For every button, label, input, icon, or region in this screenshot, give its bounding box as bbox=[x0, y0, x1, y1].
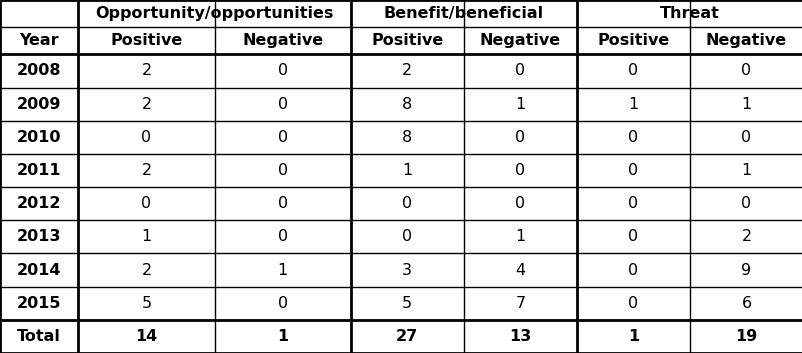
Text: 0: 0 bbox=[627, 130, 638, 145]
Text: 1: 1 bbox=[740, 97, 751, 112]
Text: 0: 0 bbox=[627, 229, 638, 244]
Text: 3: 3 bbox=[402, 263, 411, 277]
Text: 9: 9 bbox=[740, 263, 751, 277]
Text: 0: 0 bbox=[627, 196, 638, 211]
Text: 0: 0 bbox=[627, 263, 638, 277]
Text: Positive: Positive bbox=[371, 33, 443, 48]
Text: 0: 0 bbox=[141, 130, 152, 145]
Text: 0: 0 bbox=[277, 163, 287, 178]
Text: Negative: Negative bbox=[241, 33, 323, 48]
Text: 1: 1 bbox=[277, 263, 287, 277]
Text: 1: 1 bbox=[277, 329, 288, 344]
Text: 2015: 2015 bbox=[17, 296, 61, 311]
Text: 1: 1 bbox=[740, 163, 751, 178]
Text: Positive: Positive bbox=[110, 33, 182, 48]
Text: 1: 1 bbox=[515, 229, 525, 244]
Text: 6: 6 bbox=[740, 296, 751, 311]
Text: 8: 8 bbox=[402, 97, 412, 112]
Text: 2013: 2013 bbox=[17, 229, 61, 244]
Text: 0: 0 bbox=[141, 196, 152, 211]
Text: 1: 1 bbox=[627, 329, 638, 344]
Text: 2009: 2009 bbox=[17, 97, 61, 112]
Text: 0: 0 bbox=[627, 296, 638, 311]
Text: 0: 0 bbox=[740, 64, 751, 78]
Text: 2011: 2011 bbox=[17, 163, 61, 178]
Text: 1: 1 bbox=[141, 229, 152, 244]
Text: 19: 19 bbox=[735, 329, 756, 344]
Text: 5: 5 bbox=[402, 296, 412, 311]
Text: 2012: 2012 bbox=[17, 196, 61, 211]
Text: Total: Total bbox=[17, 329, 61, 344]
Text: 13: 13 bbox=[508, 329, 531, 344]
Text: 0: 0 bbox=[402, 196, 412, 211]
Text: 0: 0 bbox=[277, 130, 287, 145]
Text: 7: 7 bbox=[515, 296, 525, 311]
Text: 8: 8 bbox=[402, 130, 412, 145]
Text: 0: 0 bbox=[277, 64, 287, 78]
Text: 0: 0 bbox=[515, 130, 525, 145]
Text: 2014: 2014 bbox=[17, 263, 61, 277]
Text: 0: 0 bbox=[402, 229, 412, 244]
Text: 0: 0 bbox=[627, 64, 638, 78]
Text: 0: 0 bbox=[627, 163, 638, 178]
Text: 0: 0 bbox=[740, 130, 751, 145]
Text: 2010: 2010 bbox=[17, 130, 61, 145]
Text: Threat: Threat bbox=[659, 6, 719, 21]
Text: 2: 2 bbox=[141, 263, 152, 277]
Text: 0: 0 bbox=[277, 196, 287, 211]
Text: Negative: Negative bbox=[705, 33, 786, 48]
Text: 0: 0 bbox=[277, 296, 287, 311]
Text: 0: 0 bbox=[515, 196, 525, 211]
Text: Positive: Positive bbox=[597, 33, 669, 48]
Text: Year: Year bbox=[19, 33, 59, 48]
Text: 2: 2 bbox=[141, 64, 152, 78]
Text: 0: 0 bbox=[277, 229, 287, 244]
Text: 2: 2 bbox=[740, 229, 751, 244]
Text: 5: 5 bbox=[141, 296, 152, 311]
Text: 2: 2 bbox=[141, 163, 152, 178]
Text: Negative: Negative bbox=[479, 33, 561, 48]
Text: Benefit/beneficial: Benefit/beneficial bbox=[383, 6, 543, 21]
Text: 2008: 2008 bbox=[17, 64, 61, 78]
Text: 0: 0 bbox=[515, 64, 525, 78]
Text: 2: 2 bbox=[141, 97, 152, 112]
Text: 1: 1 bbox=[402, 163, 412, 178]
Text: 14: 14 bbox=[136, 329, 157, 344]
Text: 1: 1 bbox=[515, 97, 525, 112]
Text: 2: 2 bbox=[402, 64, 412, 78]
Text: Opportunity/opportunities: Opportunity/opportunities bbox=[95, 6, 334, 21]
Text: 27: 27 bbox=[395, 329, 418, 344]
Text: 1: 1 bbox=[627, 97, 638, 112]
Text: 0: 0 bbox=[740, 196, 751, 211]
Text: 0: 0 bbox=[515, 163, 525, 178]
Text: 4: 4 bbox=[515, 263, 525, 277]
Text: 0: 0 bbox=[277, 97, 287, 112]
